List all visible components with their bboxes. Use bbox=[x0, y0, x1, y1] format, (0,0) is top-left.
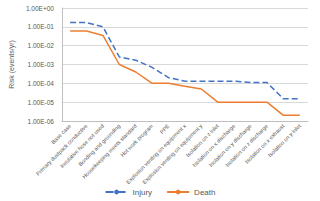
svg-text:Explosion venting on equipment: Explosion venting on equipment x bbox=[125, 123, 187, 185]
svg-text:Primary dustpack conductive: Primary dustpack conductive bbox=[34, 122, 89, 177]
svg-text:Isolation on x exhaust: Isolation on x exhaust bbox=[243, 122, 286, 165]
svg-text:Injury: Injury bbox=[133, 188, 153, 197]
svg-text:Isolation on z inlet: Isolation on z inlet bbox=[184, 122, 220, 159]
svg-text:1.00E-06: 1.00E-06 bbox=[28, 118, 55, 125]
svg-text:Explosion venting on equipment: Explosion venting on equipment y bbox=[141, 123, 203, 185]
svg-text:Death: Death bbox=[194, 188, 215, 197]
svg-text:Bonding and grounding: Bonding and grounding bbox=[77, 122, 122, 168]
svg-text:Base case: Base case bbox=[49, 122, 73, 146]
svg-text:Isolation on z discharge: Isolation on z discharge bbox=[224, 122, 270, 168]
svg-text:1.00E-02: 1.00E-02 bbox=[28, 42, 55, 49]
svg-text:Isolation on y discharge: Isolation on y discharge bbox=[207, 122, 253, 168]
svg-text:1.00E+00: 1.00E+00 bbox=[26, 5, 54, 12]
svg-text:Housekeeping meets standard: Housekeeping meets standard bbox=[81, 122, 138, 180]
svg-text:1.00E-03: 1.00E-03 bbox=[28, 61, 55, 68]
svg-text:1.00E-04: 1.00E-04 bbox=[28, 80, 55, 87]
svg-text:1.00E-01: 1.00E-01 bbox=[28, 23, 55, 30]
svg-text:Isolation on y inlet: Isolation on y inlet bbox=[267, 123, 303, 159]
svg-text:Insulative hose not used: Insulative hose not used bbox=[59, 122, 105, 169]
svg-text:1.00E-05: 1.00E-05 bbox=[28, 99, 55, 106]
svg-text:Hot work program: Hot work program bbox=[119, 123, 154, 158]
svg-text:Risk (events/yr): Risk (events/yr) bbox=[8, 40, 16, 89]
svg-text:PPE: PPE bbox=[159, 123, 171, 135]
svg-text:Isolation on x discharge: Isolation on x discharge bbox=[191, 122, 237, 168]
